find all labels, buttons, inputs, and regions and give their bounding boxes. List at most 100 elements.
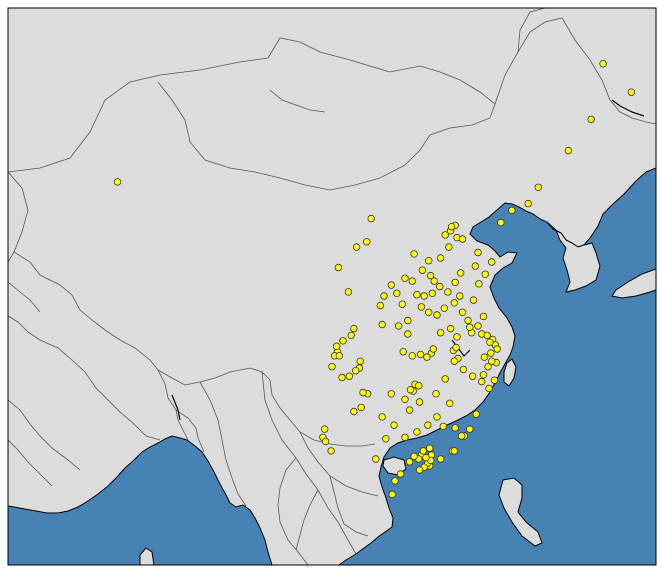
city-marker — [475, 280, 483, 288]
land-mainland — [8, 8, 656, 565]
city-marker — [457, 269, 465, 277]
city-marker — [441, 375, 449, 383]
city-marker — [401, 395, 409, 403]
city-marker — [471, 262, 479, 270]
city-marker — [406, 386, 415, 394]
city-marker — [524, 199, 532, 208]
city-marker — [444, 288, 452, 296]
city-marker — [321, 425, 329, 433]
city-marker — [388, 490, 396, 499]
city-marker — [338, 373, 346, 382]
map-frame — [7, 7, 657, 566]
city-marker — [345, 372, 353, 380]
city-marker — [382, 435, 390, 443]
city-marker — [436, 282, 444, 291]
city-marker — [405, 458, 414, 466]
city-marker — [416, 350, 425, 359]
city-marker — [480, 353, 489, 361]
city-marker — [458, 308, 467, 316]
city-marker — [387, 281, 395, 289]
land-japan — [611, 268, 656, 299]
city-marker — [599, 60, 607, 68]
city-marker — [497, 218, 505, 227]
city-marker — [410, 250, 418, 258]
city-marker — [426, 444, 434, 452]
city-marker — [493, 345, 501, 353]
city-marker — [484, 363, 492, 371]
city-marker — [474, 322, 482, 330]
city-marker — [425, 308, 433, 316]
city-marker — [396, 470, 405, 478]
city-marker — [466, 425, 474, 433]
city-marker — [415, 466, 424, 474]
city-marker — [387, 390, 395, 398]
city-marker — [479, 312, 488, 321]
city-marker — [426, 271, 435, 280]
land-korea — [546, 221, 601, 293]
city-marker — [327, 447, 335, 455]
city-marker — [405, 406, 414, 414]
city-marker — [415, 398, 424, 406]
city-marker — [430, 277, 438, 285]
city-marker — [433, 311, 441, 319]
city-marker — [344, 288, 353, 296]
city-marker — [440, 304, 448, 312]
city-marker — [446, 324, 455, 333]
city-marker — [378, 320, 386, 329]
city-marker — [376, 301, 385, 310]
city-marker — [367, 214, 375, 223]
city-marker — [445, 243, 453, 251]
city-marker — [356, 357, 364, 365]
city-marker — [457, 432, 466, 440]
city-marker — [487, 349, 495, 357]
city-marker — [418, 266, 427, 274]
city-marker — [321, 437, 330, 446]
city-marker — [394, 322, 403, 330]
city-marker — [453, 333, 461, 341]
city-marker — [352, 367, 360, 375]
city-marker — [481, 270, 489, 278]
city-marker — [534, 183, 542, 191]
city-marker — [359, 388, 367, 397]
city-marker — [424, 421, 432, 429]
city-marker — [446, 399, 454, 407]
city-marker — [483, 331, 491, 340]
city-marker — [419, 447, 427, 455]
city-marker — [415, 382, 423, 390]
city-marker — [433, 413, 441, 421]
city-marker — [451, 278, 459, 287]
city-marker — [479, 371, 488, 379]
city-marker — [428, 289, 437, 297]
city-marker — [425, 257, 433, 265]
city-marker — [347, 331, 355, 340]
city-marker — [401, 433, 409, 441]
city-marker — [399, 348, 407, 356]
city-marker — [429, 345, 437, 353]
city-marker — [464, 316, 472, 325]
land-taiwan — [503, 358, 517, 387]
city-marker — [352, 243, 361, 251]
city-marker — [113, 178, 122, 186]
city-marker — [468, 372, 477, 380]
city-marker — [401, 274, 409, 282]
city-marker — [372, 455, 380, 463]
city-marker — [404, 316, 412, 325]
city-marker — [413, 428, 421, 436]
city-marker — [458, 235, 467, 243]
city-markers — [113, 60, 636, 499]
city-marker — [357, 403, 365, 412]
city-marker — [564, 146, 573, 155]
land-srilanka — [139, 547, 155, 565]
city-marker — [474, 248, 482, 257]
coast-details — [171, 99, 645, 421]
city-marker — [391, 477, 399, 485]
city-marker — [451, 424, 459, 432]
city-marker — [363, 237, 371, 246]
city-marker — [450, 299, 458, 307]
city-marker — [390, 421, 398, 429]
city-marker — [450, 357, 458, 365]
land-luzon — [498, 477, 543, 547]
city-marker — [436, 329, 445, 337]
